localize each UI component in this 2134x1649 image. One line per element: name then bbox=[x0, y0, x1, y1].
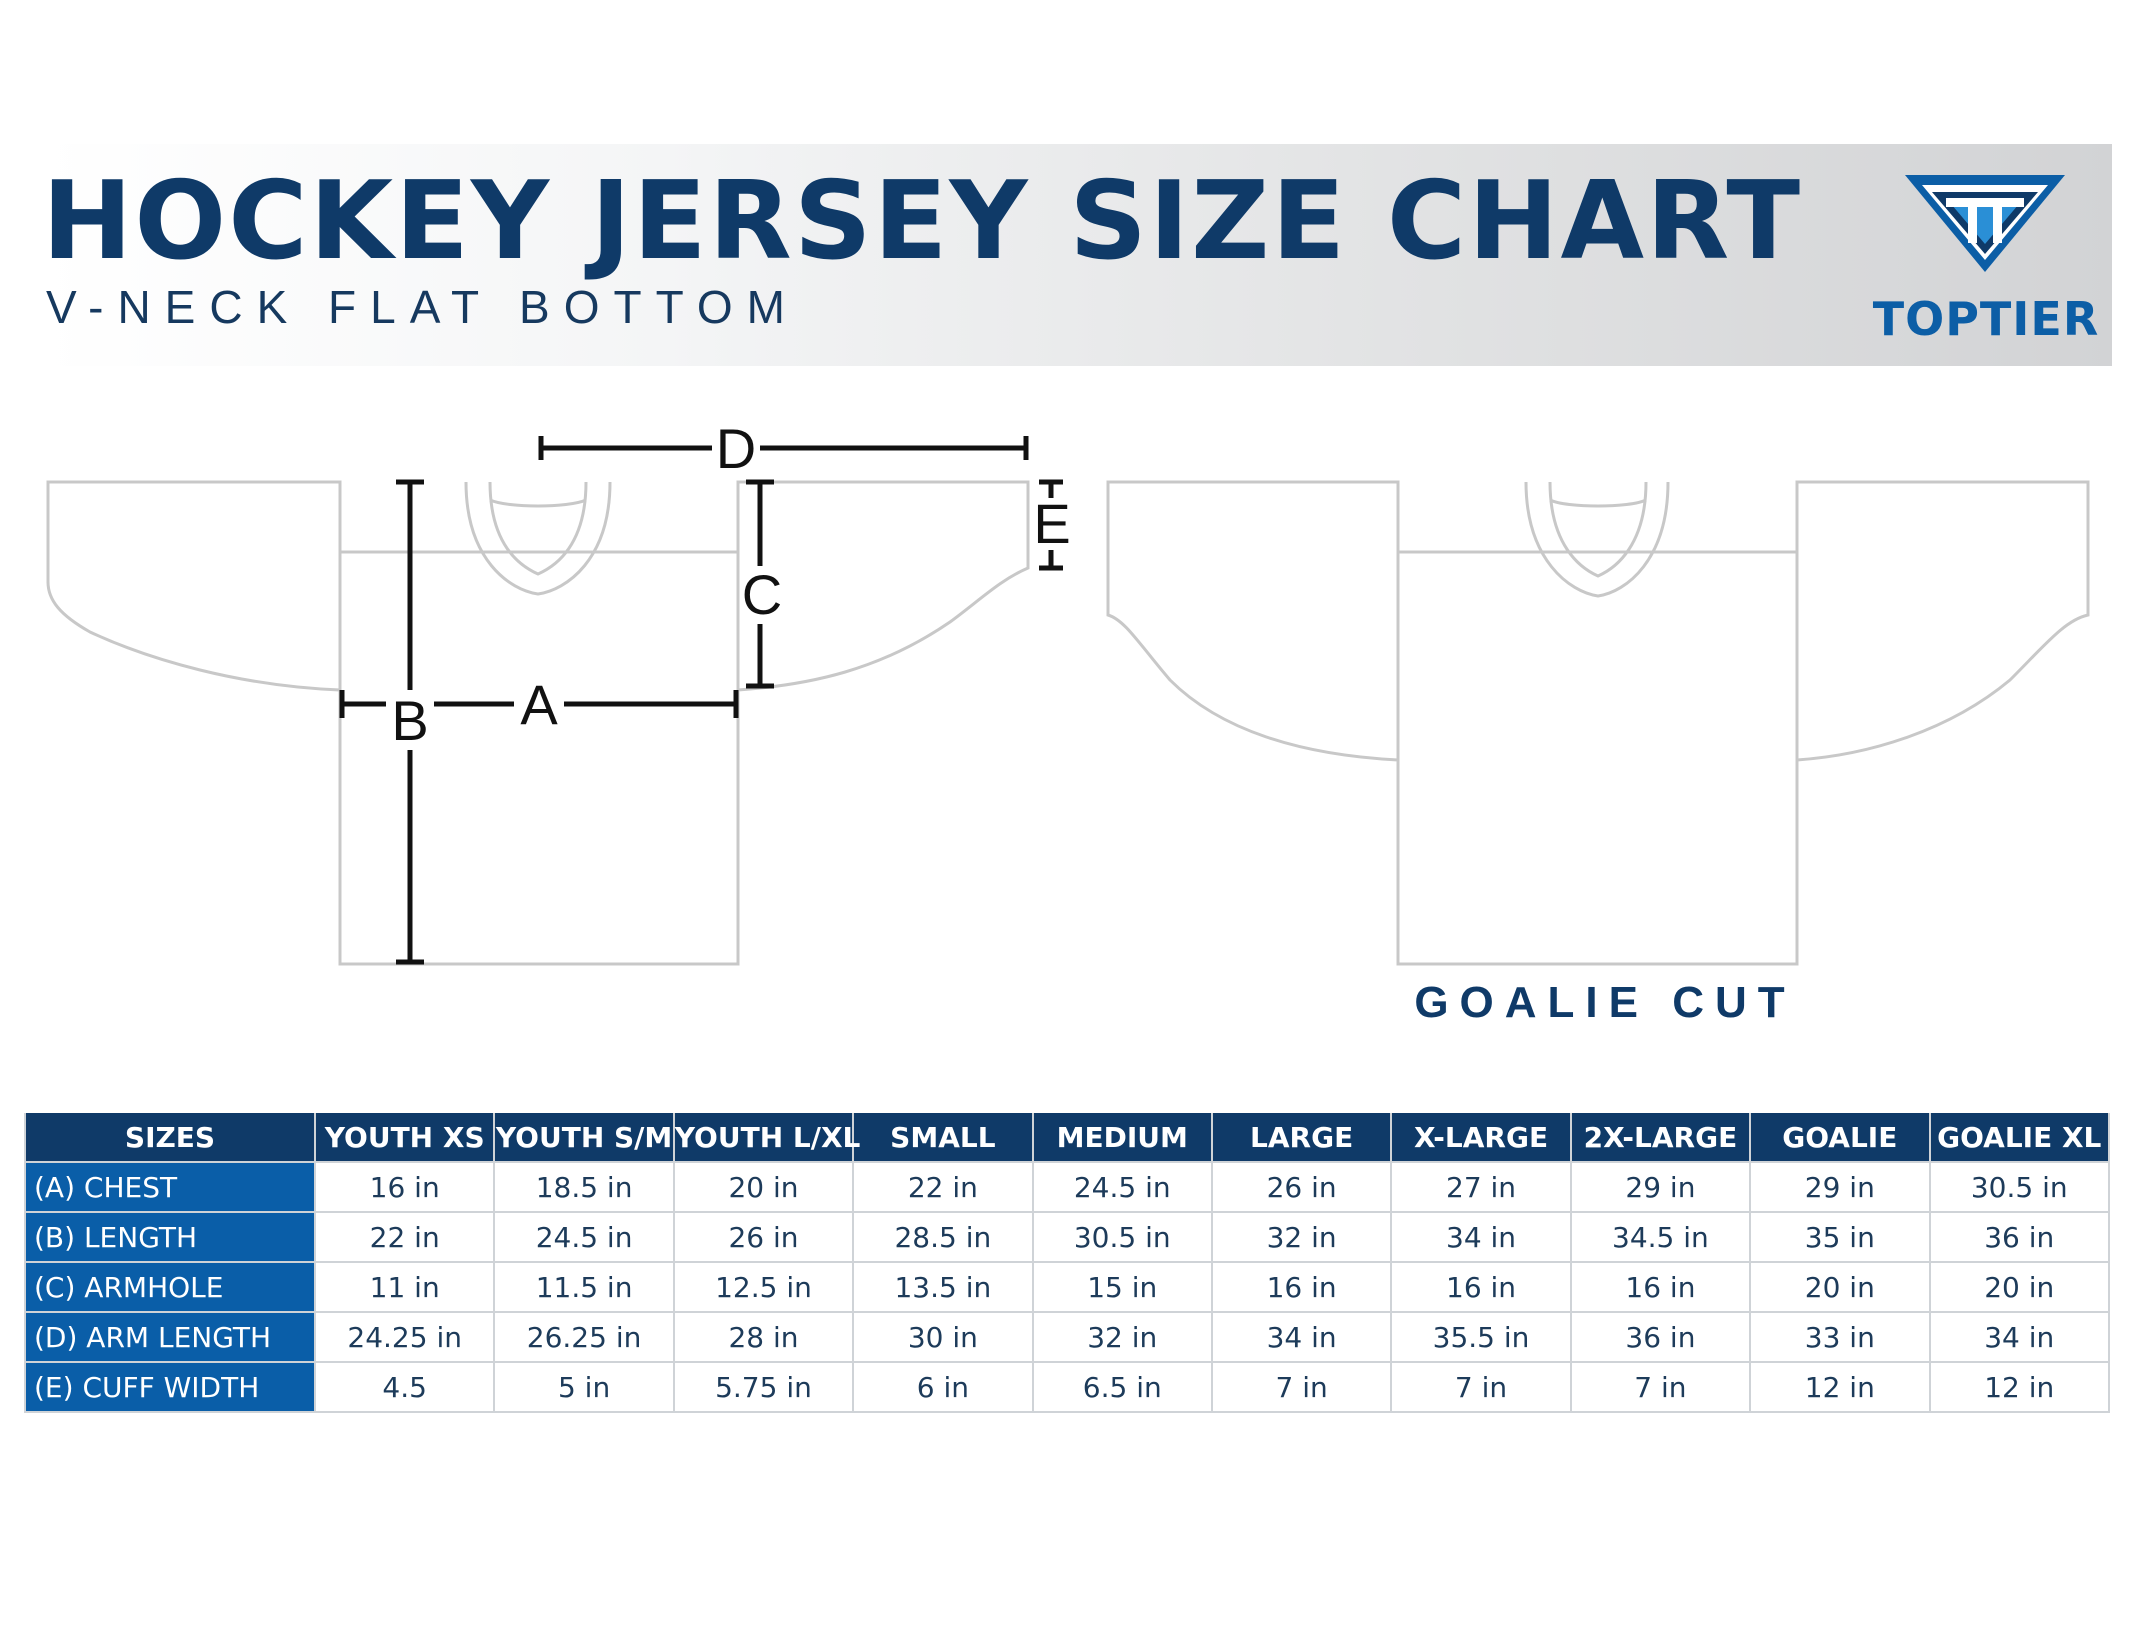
table-cell: 24.5 in bbox=[1031, 1161, 1213, 1213]
table-cell: 16 in bbox=[313, 1161, 496, 1213]
table-cell: 6.5 in bbox=[1031, 1361, 1213, 1413]
table-cell: 29 in bbox=[1749, 1161, 1931, 1213]
row-label: (D) ARM LENGTH bbox=[24, 1311, 316, 1363]
column-header: SMALL bbox=[852, 1113, 1034, 1163]
table-row: (B) LENGTH 22 in 24.5 in 26 in 28.5 in 30.5 i… bbox=[24, 1211, 2111, 1263]
column-header: X-LARGE bbox=[1390, 1113, 1572, 1163]
column-header: GOALIE XL bbox=[1928, 1113, 2111, 1163]
label-c: C bbox=[742, 563, 782, 626]
table-cell: 29 in bbox=[1569, 1161, 1752, 1213]
table-cell: 20 in bbox=[1749, 1261, 1931, 1313]
table-cell: 32 in bbox=[1210, 1211, 1393, 1263]
goalie-jersey-outline bbox=[1106, 480, 2090, 966]
table-cell: 12.5 in bbox=[672, 1261, 855, 1313]
column-header: YOUTH S/M bbox=[493, 1113, 675, 1163]
table-header-row: SIZES YOUTH XS YOUTH S/M YOUTH L/XL SMAL… bbox=[24, 1113, 2111, 1163]
column-header: LARGE bbox=[1210, 1113, 1393, 1163]
column-header: YOUTH L/XL bbox=[672, 1113, 860, 1163]
table-cell: 28 in bbox=[672, 1311, 855, 1363]
table-cell: 11.5 in bbox=[493, 1261, 675, 1313]
table-cell: 16 in bbox=[1569, 1261, 1752, 1313]
table-cell: 35.5 in bbox=[1390, 1311, 1572, 1363]
table-cell: 20 in bbox=[672, 1161, 855, 1213]
label-b: B bbox=[391, 689, 428, 752]
table-cell: 27 in bbox=[1390, 1161, 1572, 1213]
table-cell: 35 in bbox=[1749, 1211, 1931, 1263]
toptier-logo-icon bbox=[1905, 175, 2065, 272]
table-cell: 12 in bbox=[1749, 1361, 1931, 1413]
table-cell: 34 in bbox=[1390, 1211, 1572, 1263]
label-d: D bbox=[716, 417, 756, 480]
row-label: (B) LENGTH bbox=[24, 1211, 316, 1263]
label-e: E bbox=[1033, 492, 1070, 555]
row-label: (C) ARMHOLE bbox=[24, 1261, 316, 1313]
table-cell: 16 in bbox=[1390, 1261, 1572, 1313]
table-cell: 4.5 bbox=[313, 1361, 496, 1413]
table-row: (A) CHEST 16 in 18.5 in 20 in 22 in 24.5 in 26… bbox=[24, 1161, 2111, 1213]
label-a: A bbox=[520, 673, 558, 736]
table-cell: 7 in bbox=[1210, 1361, 1393, 1413]
table-row: (D) ARM LENGTH 24.25 in 26.25 in 28 in 30 in… bbox=[24, 1311, 2111, 1363]
table-row: (C) ARMHOLE 11 in 11.5 in 12.5 in 13.5 in 15 … bbox=[24, 1261, 2111, 1313]
table-cell: 13.5 in bbox=[852, 1261, 1034, 1313]
table-cell: 5 in bbox=[493, 1361, 675, 1413]
table-row: (E) CUFF WIDTH 4.5 5 in 5.75 in 6 in 6.5 in 7 … bbox=[24, 1361, 2111, 1413]
row-label: (E) CUFF WIDTH bbox=[24, 1361, 316, 1413]
size-table: SIZES YOUTH XS YOUTH S/M YOUTH L/XL SMAL… bbox=[24, 1113, 2111, 1413]
table-cell: 30.5 in bbox=[1928, 1161, 2111, 1213]
table-cell: 30.5 in bbox=[1031, 1211, 1213, 1263]
row-label: (A) CHEST bbox=[24, 1161, 316, 1213]
logo-wordmark: TOPTIER bbox=[1872, 292, 2100, 346]
table-cell: 7 in bbox=[1390, 1361, 1572, 1413]
table-cell: 26 in bbox=[672, 1211, 855, 1263]
measurement-labels: D E C B A bbox=[386, 417, 1071, 752]
table-cell: 34 in bbox=[1928, 1311, 2111, 1363]
table-cell: 32 in bbox=[1031, 1311, 1213, 1363]
jersey-diagram: D E C B A bbox=[46, 417, 2090, 966]
header-banner bbox=[42, 144, 2112, 366]
table-cell: 6 in bbox=[852, 1361, 1034, 1413]
table-cell: 7 in bbox=[1569, 1361, 1752, 1413]
table-cell: 22 in bbox=[313, 1211, 496, 1263]
standard-jersey-outline bbox=[46, 480, 1030, 966]
table-cell: 11 in bbox=[313, 1261, 496, 1313]
measurement-lines bbox=[339, 436, 1063, 965]
column-header: GOALIE bbox=[1749, 1113, 1931, 1163]
table-cell: 18.5 in bbox=[493, 1161, 675, 1213]
column-header: MEDIUM bbox=[1031, 1113, 1213, 1163]
table-cell: 36 in bbox=[1928, 1211, 2111, 1263]
table-cell: 15 in bbox=[1031, 1261, 1213, 1313]
table-cell: 36 in bbox=[1569, 1311, 1752, 1363]
table-cell: 5.75 in bbox=[672, 1361, 855, 1413]
column-header: YOUTH XS bbox=[313, 1113, 496, 1163]
column-header: 2X-LARGE bbox=[1569, 1113, 1752, 1163]
table-cell: 26.25 in bbox=[493, 1311, 675, 1363]
table-cell: 26 in bbox=[1210, 1161, 1393, 1213]
table-cell: 24.25 in bbox=[313, 1311, 496, 1363]
goalie-cut-label: GOALIE CUT bbox=[1414, 978, 1796, 1027]
table-cell: 28.5 in bbox=[852, 1211, 1034, 1263]
page-title: HOCKEY JERSEY SIZE CHART bbox=[42, 159, 1803, 284]
table-cell: 33 in bbox=[1749, 1311, 1931, 1363]
table-cell: 34.5 in bbox=[1569, 1211, 1752, 1263]
table-cell: 16 in bbox=[1210, 1261, 1393, 1313]
table-cell: 20 in bbox=[1928, 1261, 2111, 1313]
table-cell: 24.5 in bbox=[493, 1211, 675, 1263]
table-cell: 22 in bbox=[852, 1161, 1034, 1213]
page-subtitle: V-NECK FLAT BOTTOM bbox=[46, 281, 799, 333]
table-cell: 34 in bbox=[1210, 1311, 1393, 1363]
table-cell: 30 in bbox=[852, 1311, 1034, 1363]
column-header: SIZES bbox=[24, 1113, 316, 1163]
table-cell: 12 in bbox=[1928, 1361, 2111, 1413]
